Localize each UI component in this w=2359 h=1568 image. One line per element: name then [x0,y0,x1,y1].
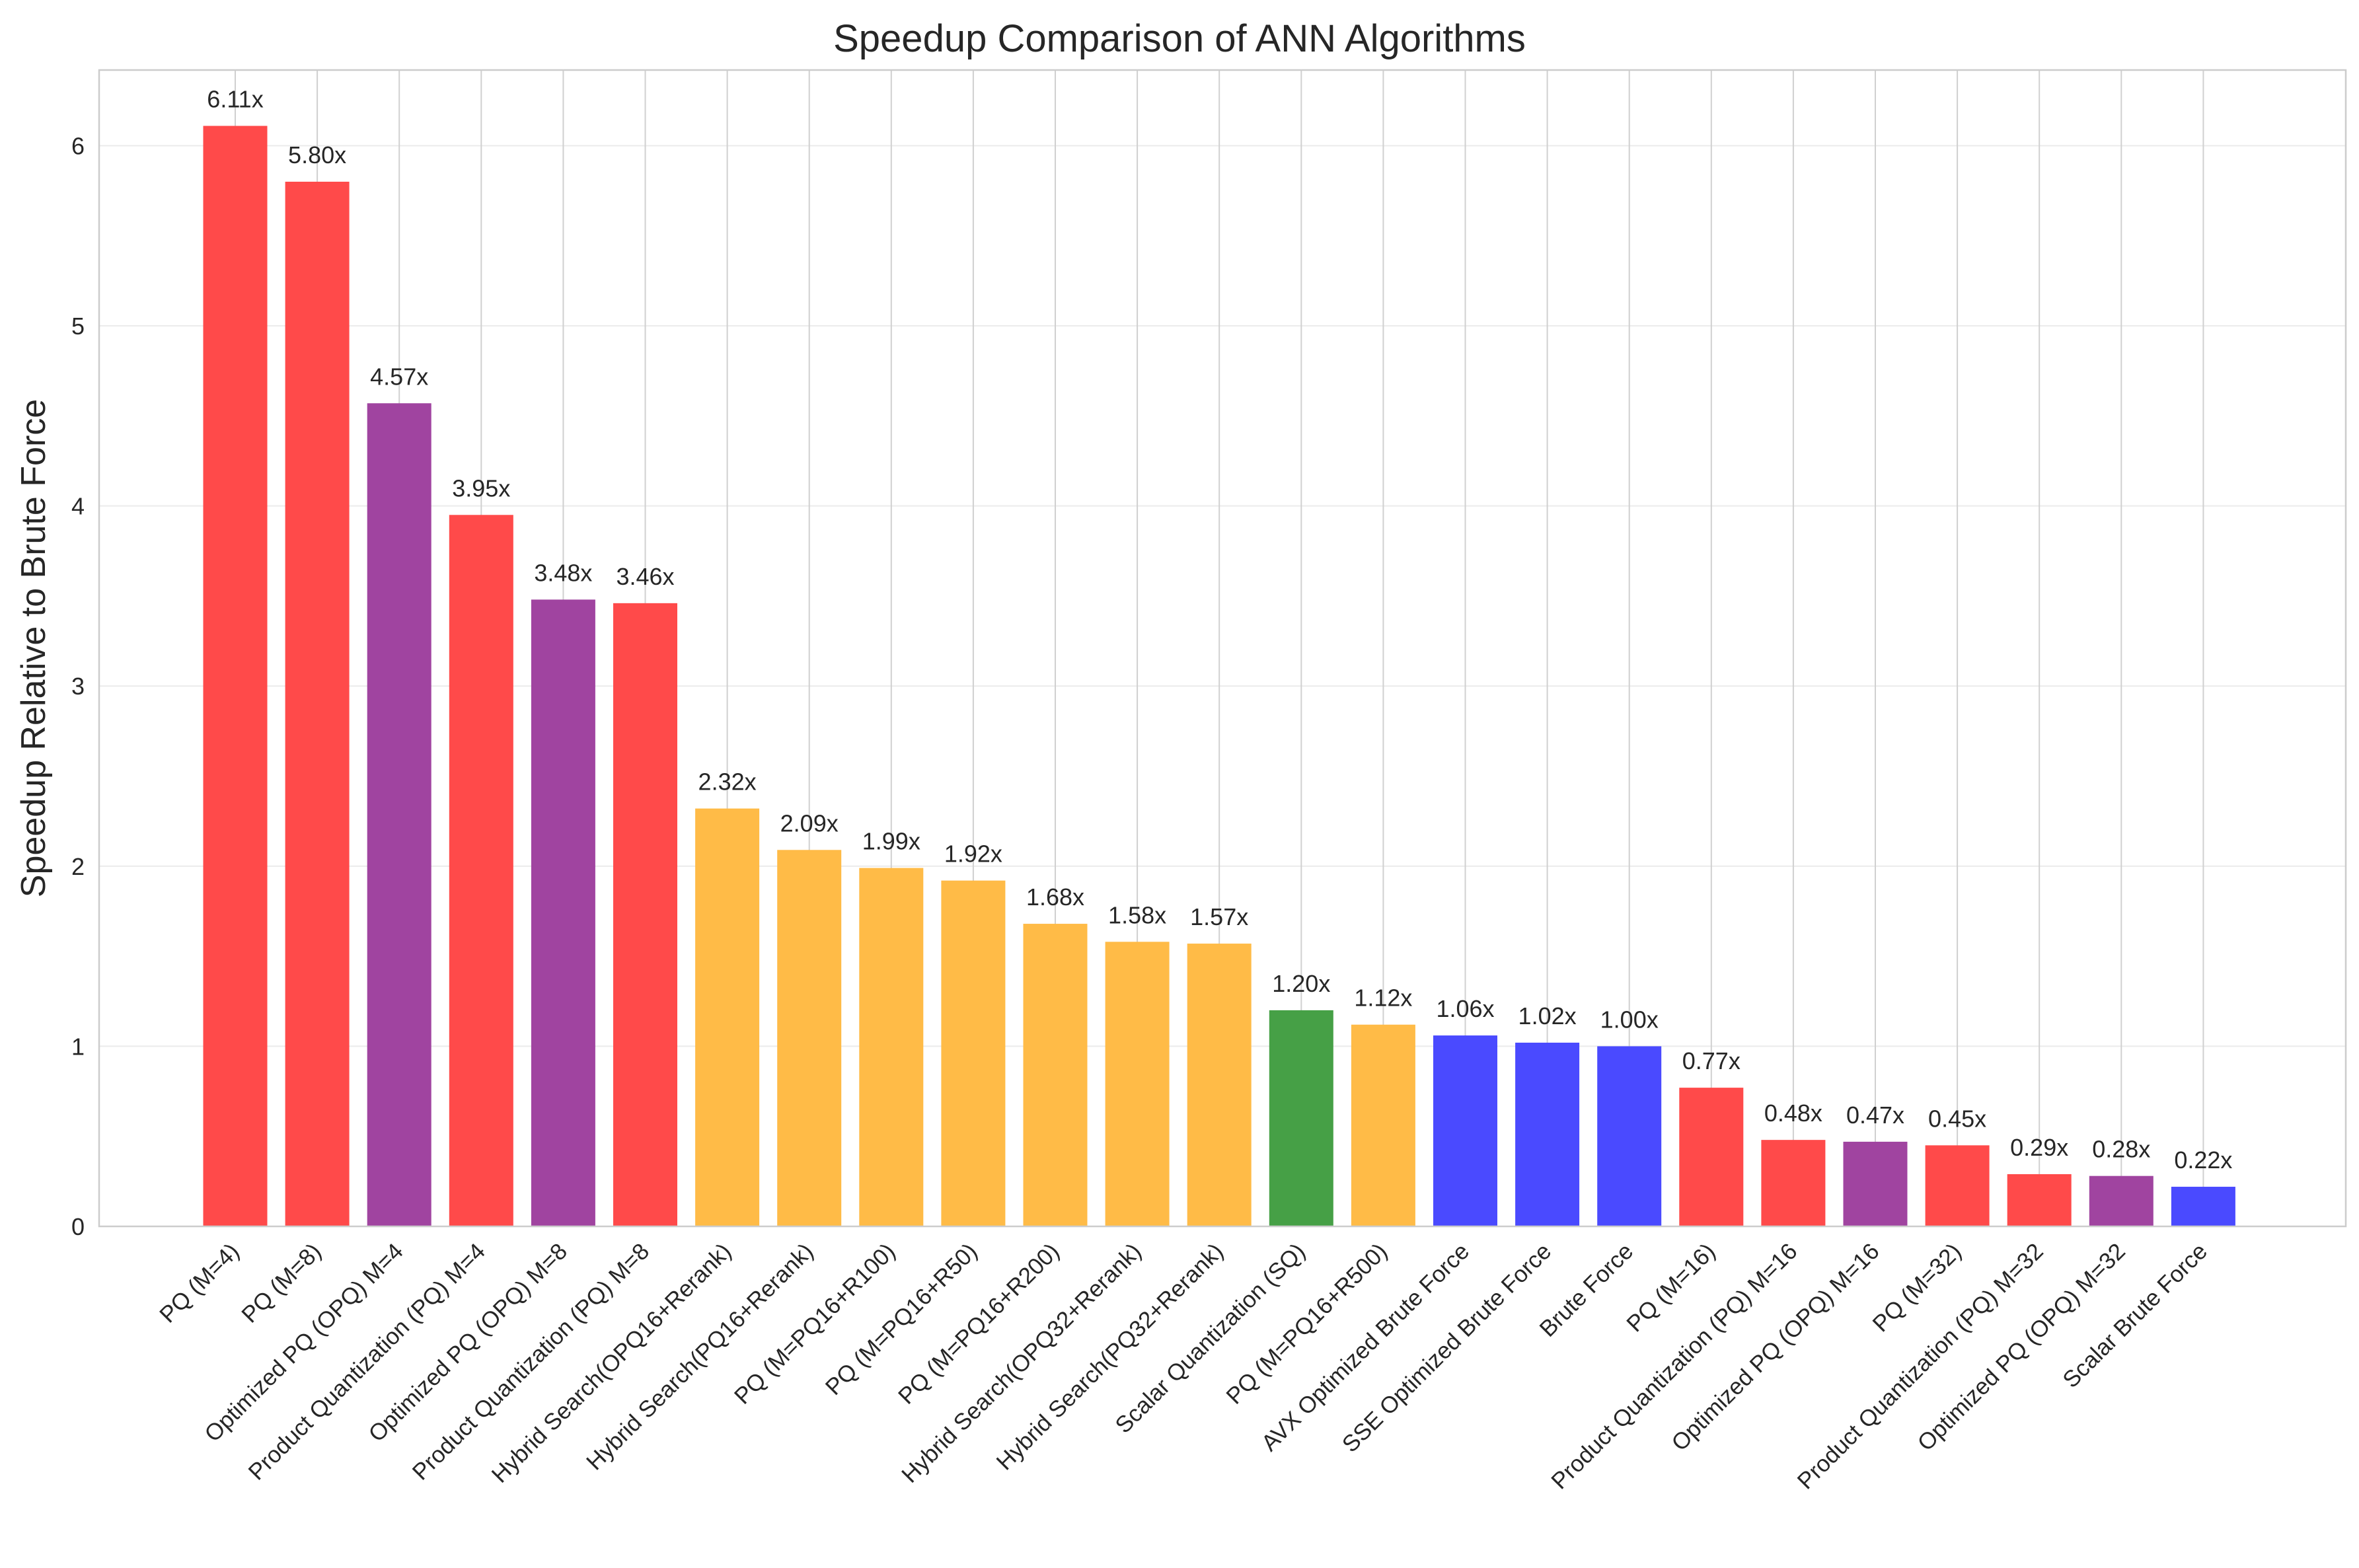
data-label: 1.68x [1026,883,1084,911]
y-tick-label: 3 [71,673,85,700]
data-label: 1.20x [1272,970,1330,997]
data-label: 3.95x [452,474,510,502]
data-label: 1.57x [1190,903,1248,930]
bar [1105,942,1170,1226]
bar [1269,1010,1333,1226]
y-tick-label: 4 [71,493,85,520]
data-label: 5.80x [288,141,346,168]
data-label: 0.77x [1682,1047,1741,1074]
y-tick-label: 0 [71,1213,85,1240]
data-label: 1.06x [1436,995,1494,1022]
bar [941,880,1006,1226]
data-label: 0.48x [1764,1100,1822,1127]
bar [2007,1174,2072,1226]
data-label: 3.48x [534,559,592,586]
y-tick-label: 5 [71,313,85,340]
bar [777,850,842,1226]
plot-frame [98,69,2347,1228]
y-tick-label: 1 [71,1033,85,1060]
bar [285,182,350,1226]
data-label: 0.29x [2010,1134,2068,1161]
bar [203,126,268,1226]
bar [1433,1035,1497,1226]
y-tick-label: 6 [71,132,85,159]
bar [449,515,513,1226]
bar [613,603,677,1226]
bar [1761,1140,1826,1226]
bar [1679,1088,1744,1226]
data-label: 0.22x [2174,1146,2232,1174]
y-axis-label: Speedup Relative to Brute Force [15,399,53,897]
data-label: 2.09x [780,809,839,837]
data-label: 0.47x [1846,1101,1904,1129]
bar [1187,944,1252,1226]
bar [859,868,924,1226]
data-label: 1.92x [944,840,1002,868]
bars [203,126,2235,1227]
bar [1515,1042,1580,1226]
bar [695,808,760,1226]
data-label: 3.46x [616,563,674,590]
bar [1925,1145,1990,1226]
bar [1023,924,1088,1226]
bar [1351,1024,1415,1226]
data-label: 2.32x [698,768,757,796]
data-label: 6.11x [207,86,263,113]
bar [1843,1141,1908,1226]
bar [531,599,595,1226]
data-labels: 6.11x 5.80x 4.57x 3.95x 3.48x 3.46x 2.32x 2.09x… [207,86,2232,1174]
data-label: 1.00x [1600,1006,1659,1033]
data-label: 4.57x [370,363,428,390]
y-tick-label: 2 [71,853,85,880]
data-label: 1.02x [1518,1002,1577,1029]
data-label: 1.99x [862,828,920,855]
data-label: 0.45x [1928,1105,1986,1132]
data-label: 0.28x [2092,1136,2150,1163]
bar [2089,1176,2153,1226]
data-label: 1.12x [1354,985,1412,1012]
bar [2171,1187,2235,1226]
bar [367,403,431,1227]
y-axis-ticks: 0 1 2 3 4 5 6 [71,132,85,1240]
chart-title: Speedup Comparison of ANN Algorithms [833,17,1526,60]
data-label: 1.58x [1108,901,1166,928]
bar [1597,1046,1662,1226]
